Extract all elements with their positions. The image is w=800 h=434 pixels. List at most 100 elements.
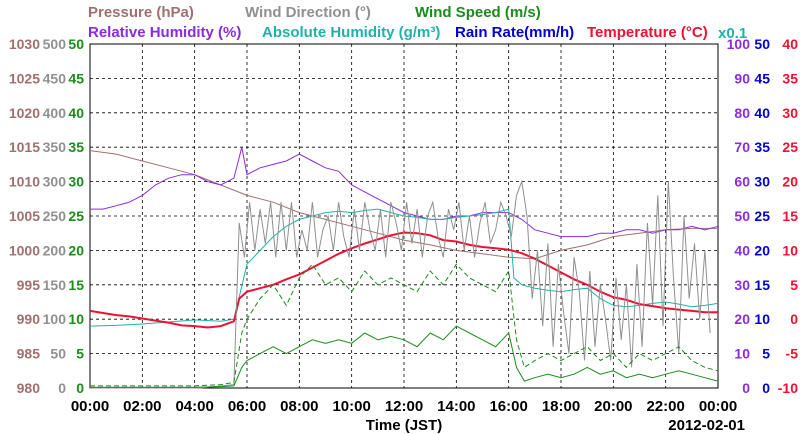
tick-label-temperature: 5 (790, 277, 798, 293)
tick-label-pressure: 1020 (9, 105, 40, 121)
tick-label-pressure: 990 (17, 311, 41, 327)
legend-entry: Temperature (°C) (587, 24, 708, 41)
tick-label-temperature: 0 (790, 311, 798, 327)
tick-label-temperature: 20 (782, 174, 798, 190)
tick-label-pressure: 985 (17, 346, 41, 362)
legend: Pressure (hPa) Wind Direction (°) Wind Spe… (88, 4, 708, 41)
x-tick-label: 16:00 (489, 398, 527, 415)
tick-label-wind_speed: 35 (68, 139, 84, 155)
tick-label-temperature: -10 (778, 380, 798, 396)
tick-label-rain_rate: 50 (754, 36, 770, 52)
tick-label-rain_rate: 25 (754, 208, 770, 224)
tick-label-humidity: 50 (734, 208, 750, 224)
x-tick-label: 22:00 (646, 398, 684, 415)
legend-entry: Relative Humidity (%) (88, 24, 241, 41)
tick-label-wind_speed: 30 (68, 174, 84, 190)
x-axis: 00:00 02:00 04:00 06:00 08:00 10:00 12:00 14:00… (71, 398, 737, 415)
x-tick-label: 10:00 (332, 398, 370, 415)
tick-label-pressure: 1025 (9, 70, 40, 86)
tick-label-rain_rate: 20 (754, 242, 770, 258)
date-label: 2012-02-01 (668, 417, 745, 434)
series-relative-humidity (90, 147, 719, 238)
tick-label-pressure: 1000 (9, 242, 40, 258)
tick-label-temperature: 35 (782, 70, 798, 86)
x-tick-label: 12:00 (385, 398, 423, 415)
legend-entry: Absolute Humidity (g/m³) (262, 24, 440, 41)
series-wind-direction (90, 179, 711, 389)
x-tick-label: 00:00 (71, 398, 109, 415)
tick-label-wind_direction: 150 (43, 277, 67, 293)
tick-label-pressure: 1005 (9, 208, 40, 224)
tick-label-rain_rate: 5 (762, 346, 770, 362)
tick-label-wind_speed: 0 (76, 380, 84, 396)
tick-label-wind_speed: 10 (68, 311, 84, 327)
legend-entry: Rain Rate(mm/h) (455, 24, 574, 41)
tick-label-rain_rate: 45 (754, 70, 770, 86)
tick-label-pressure: 980 (17, 380, 41, 396)
left-axes: 9809859909951000100510101015102010251030… (9, 36, 84, 396)
tick-label-humidity: 80 (734, 105, 750, 121)
right-axes: 0102030405060708090100051015202530354045… (727, 36, 799, 396)
x-tick-label: 08:00 (280, 398, 318, 415)
tick-label-humidity: 70 (734, 139, 750, 155)
tick-label-wind_direction: 50 (50, 346, 66, 362)
tick-label-pressure: 1015 (9, 139, 40, 155)
series-layer (89, 147, 719, 389)
legend-entry: Pressure (hPa) (88, 4, 194, 21)
tick-label-humidity: 20 (734, 311, 750, 327)
rain-scale-note: x0.1 (718, 25, 747, 42)
x-tick-label: 06:00 (228, 398, 266, 415)
tick-label-temperature: 10 (782, 242, 798, 258)
series-wind-speed (90, 325, 719, 388)
tick-label-humidity: 60 (734, 174, 750, 190)
x-tick-label: 14:00 (437, 398, 475, 415)
tick-label-wind_direction: 100 (43, 311, 67, 327)
tick-label-rain_rate: 0 (762, 380, 770, 396)
series-wind-gust (90, 263, 719, 387)
tick-label-wind_speed: 25 (68, 208, 84, 224)
tick-label-wind_direction: 0 (58, 380, 66, 396)
tick-label-wind_direction: 300 (43, 174, 67, 190)
tick-label-pressure: 1030 (9, 36, 40, 52)
tick-label-wind_speed: 15 (68, 277, 84, 293)
legend-entry: Wind Direction (°) (245, 4, 371, 21)
x-tick-label: 04:00 (175, 398, 213, 415)
tick-label-wind_direction: 200 (43, 242, 67, 258)
tick-label-temperature: -5 (786, 346, 799, 362)
tick-label-rain_rate: 40 (754, 105, 770, 121)
tick-label-humidity: 30 (734, 277, 750, 293)
tick-label-wind_speed: 50 (68, 36, 84, 52)
tick-label-humidity: 10 (734, 346, 750, 362)
tick-label-wind_direction: 350 (43, 139, 67, 155)
tick-label-wind_direction: 450 (43, 70, 67, 86)
x-tick-label: 18:00 (542, 398, 580, 415)
x-axis-label: Time (JST) (366, 417, 442, 434)
tick-label-wind_direction: 250 (43, 208, 67, 224)
tick-label-temperature: 40 (782, 36, 798, 52)
series-temperature (89, 231, 718, 329)
series-absolute-humidity (89, 208, 719, 327)
tick-label-pressure: 995 (17, 277, 41, 293)
tick-label-rain_rate: 35 (754, 139, 770, 155)
x-tick-label: 00:00 (699, 398, 737, 415)
tick-label-wind_speed: 20 (68, 242, 84, 258)
legend-entry: Wind Speed (m/s) (415, 4, 541, 21)
tick-label-humidity: 40 (734, 242, 750, 258)
tick-label-wind_direction: 500 (43, 36, 67, 52)
tick-label-wind_speed: 45 (68, 70, 84, 86)
tick-label-humidity: 0 (742, 380, 750, 396)
tick-label-temperature: 15 (782, 208, 798, 224)
tick-label-temperature: 30 (782, 105, 798, 121)
tick-label-rain_rate: 30 (754, 174, 770, 190)
tick-label-wind_speed: 5 (76, 346, 84, 362)
tick-label-humidity: 100 (727, 36, 751, 52)
tick-label-temperature: 25 (782, 139, 798, 155)
tick-label-pressure: 1010 (9, 174, 40, 190)
tick-label-wind_direction: 400 (43, 105, 67, 121)
x-tick-label: 20:00 (594, 398, 632, 415)
tick-label-rain_rate: 10 (754, 311, 770, 327)
tick-label-rain_rate: 15 (754, 277, 770, 293)
tick-label-wind_speed: 40 (68, 105, 84, 121)
tick-label-humidity: 90 (734, 70, 750, 86)
